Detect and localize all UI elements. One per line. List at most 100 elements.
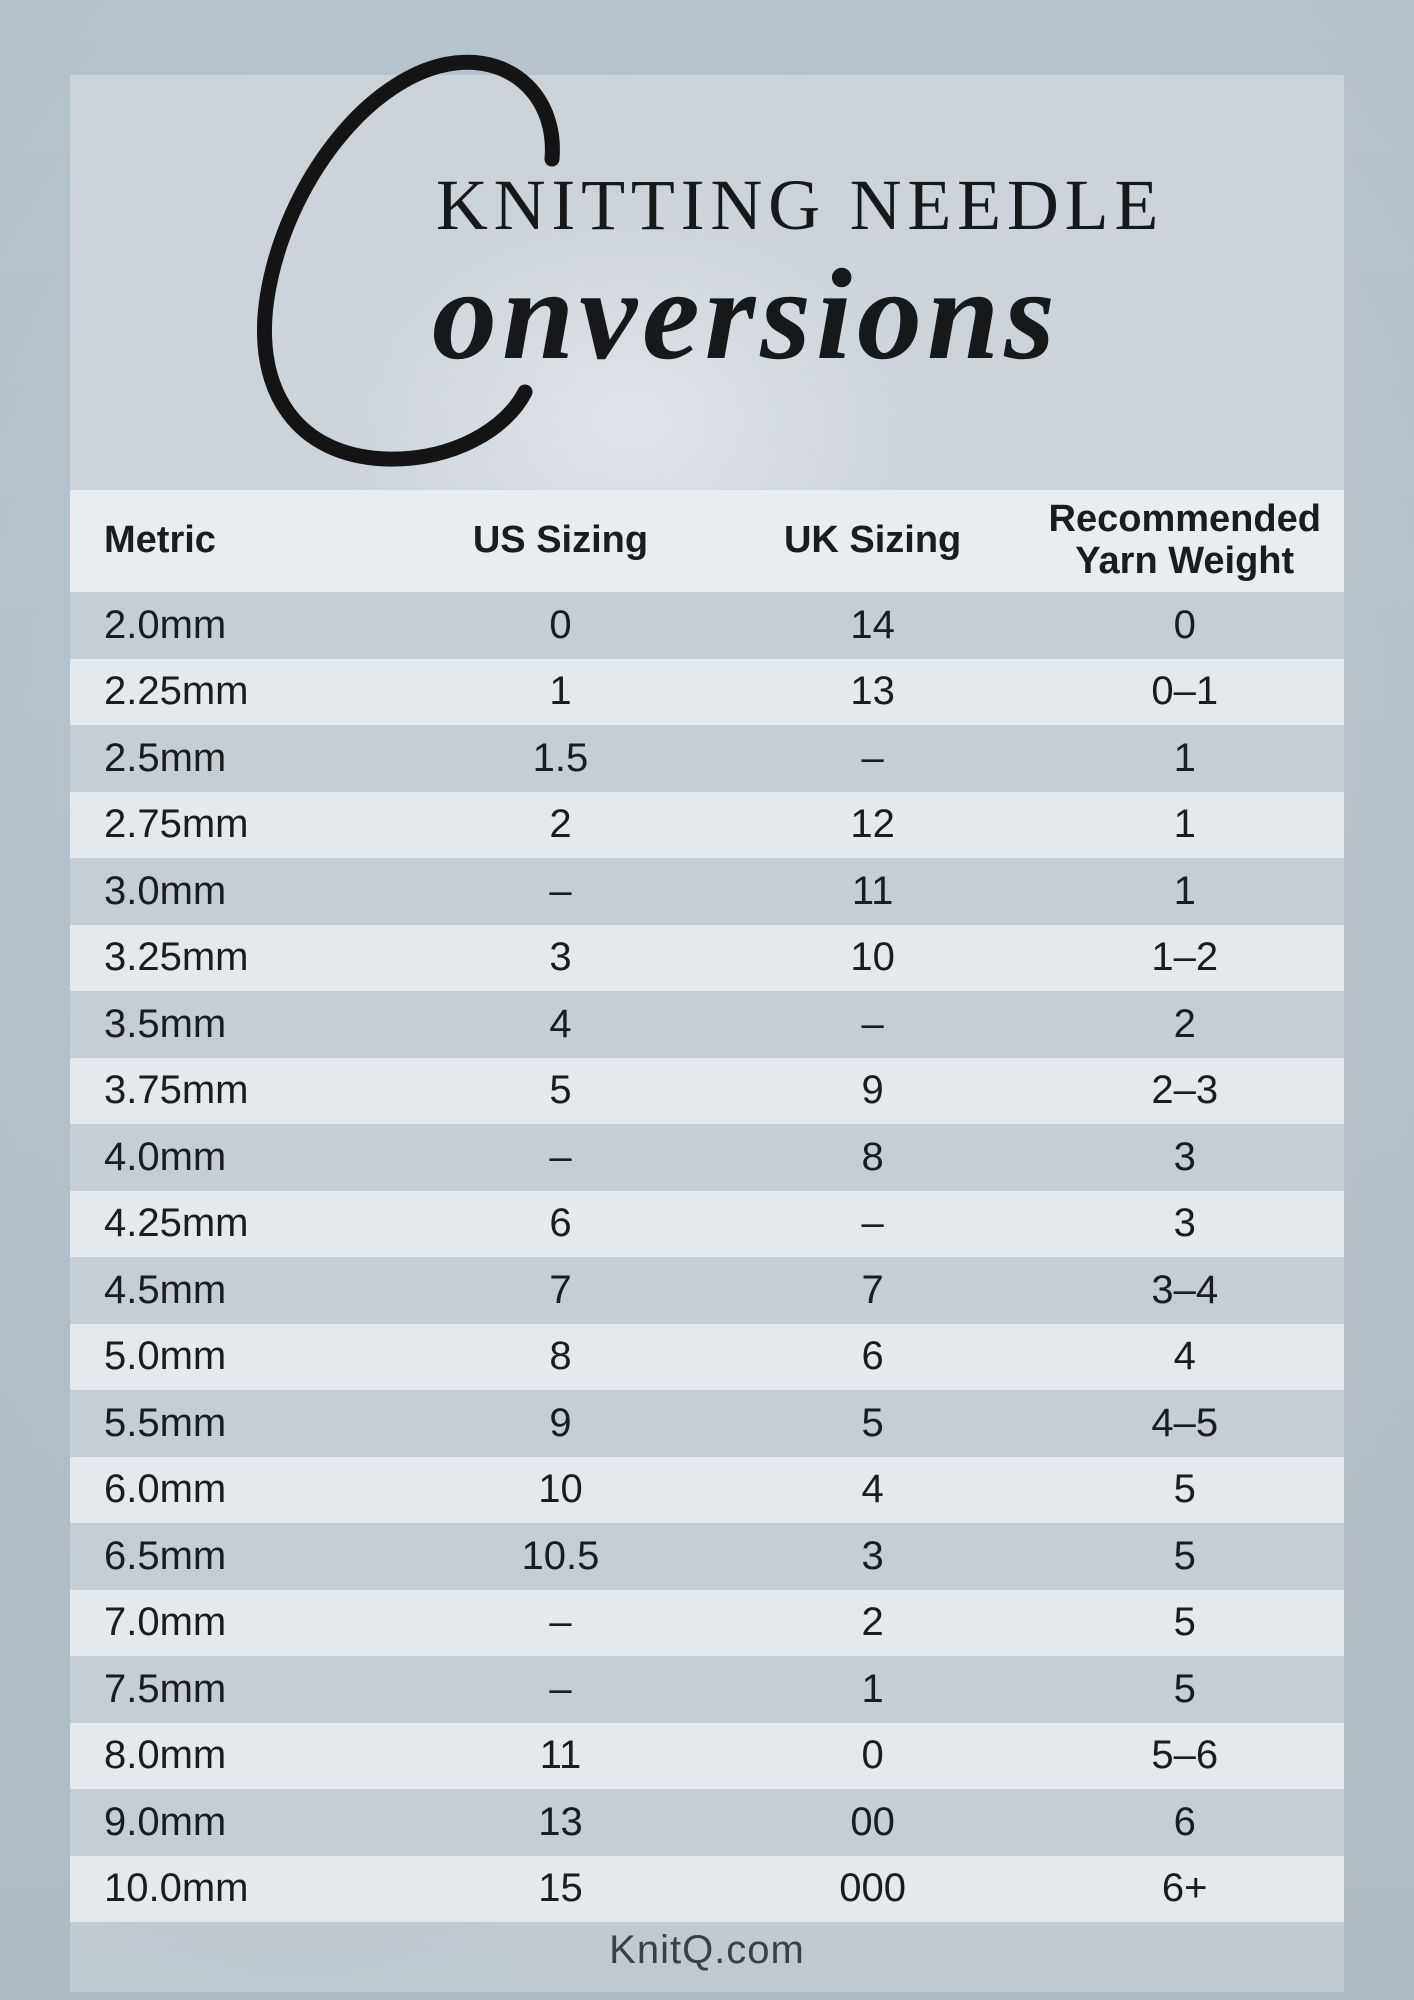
table-row: 6.5mm 10.5 3 5 [70, 1523, 1344, 1590]
table-cell: 0–1 [1151, 669, 1219, 714]
table-cell: 6 [1173, 1799, 1196, 1844]
table-row: 2.5mm 1.5 – 1 [70, 725, 1344, 792]
table-cell: 0 [549, 602, 572, 647]
table-cell: – [549, 1600, 572, 1645]
table-body: 2.0mm 0 14 0 2.25mm 1 13 0–1 2.5mm 1.5–1 2.75mm 2 12… [70, 592, 1344, 1922]
table-cell: – [549, 868, 572, 913]
table-cell: 5 [861, 1400, 884, 1445]
table-row: 5.5mm 9 5 4–5 [70, 1390, 1344, 1457]
table-row: 2.0mm 0 14 0 [70, 592, 1344, 659]
table-row: 3.25mm 3 10 1–2 [70, 924, 1344, 991]
table-cell: 8 [549, 1334, 572, 1379]
table-cell: 13 [850, 669, 895, 714]
table-cell: 2.25mm [104, 669, 249, 714]
table-cell: 1.5 [532, 735, 589, 780]
table-cell: 3 [549, 935, 572, 980]
table-cell: 6.0mm [104, 1467, 227, 1512]
table-cell: 5 [1173, 1533, 1196, 1578]
table-cell: 1 [1173, 802, 1196, 847]
table-cell: 3.0mm [104, 868, 227, 913]
table-cell: 3–4 [1151, 1267, 1219, 1312]
table-cell: 7 [549, 1267, 572, 1312]
table-cell: 10.5 [521, 1533, 600, 1578]
initial-c-glyph [256, 54, 560, 467]
table-row: 4.0mm – 8 3 [70, 1124, 1344, 1191]
table-cell: 5.5mm [104, 1400, 227, 1445]
table-cell: 12 [850, 802, 895, 847]
table-cell: 10 [538, 1467, 583, 1512]
table-cell: 13 [538, 1799, 583, 1844]
table-cell: 8.0mm [104, 1733, 227, 1778]
table-cell: 9 [861, 1068, 884, 1113]
table-cell: 4 [1173, 1334, 1196, 1379]
table-cell: 3 [1173, 1201, 1196, 1246]
table-cell: 1 [549, 669, 572, 714]
table-cell: 15 [538, 1866, 583, 1911]
table-cell: 8 [861, 1134, 884, 1179]
table-cell: 5 [549, 1068, 572, 1113]
table-cell: 11 [539, 1733, 582, 1778]
table-cell: 6+ [1161, 1866, 1208, 1911]
table-cell: 7.0mm [104, 1600, 227, 1645]
table-cell: 3 [861, 1533, 884, 1578]
table-cell: 14 [850, 602, 895, 647]
column-header-metric: Metric [104, 519, 216, 562]
table-cell: 1 [1173, 868, 1196, 913]
column-header-us-sizing: US Sizing [472, 519, 649, 562]
table-cell: 7.5mm [104, 1666, 227, 1711]
table-cell: – [861, 735, 884, 780]
table-row: 4.25mm 6 – 3 [70, 1190, 1344, 1257]
table-cell: 6.5mm [104, 1533, 227, 1578]
footer-site: KnitQ.com [609, 1928, 805, 1972]
table-cell: 9 [549, 1400, 572, 1445]
table-cell: 000 [839, 1866, 906, 1911]
table-cell: 4.5mm [104, 1267, 227, 1312]
table-cell: 9.0mm [104, 1799, 227, 1844]
table-cell: 0 [1173, 602, 1196, 647]
table-row: 3.5mm 4 – 2 [70, 991, 1344, 1058]
table-cell: 5 [1173, 1600, 1196, 1645]
table-row: 7.0mm – 2 5 [70, 1589, 1344, 1656]
table-cell: 4 [861, 1467, 884, 1512]
table-row: 9.0mm 13 00 6 [70, 1789, 1344, 1856]
title-script-initial: C [205, 42, 600, 480]
table-cell: – [861, 1201, 884, 1246]
table-cell: 10.0mm [104, 1866, 249, 1911]
table-cell: 10 [850, 935, 895, 980]
table-cell: 4.0mm [104, 1134, 227, 1179]
column-header-yarn-weight: Recommended Yarn Weight [1048, 498, 1321, 582]
table-row: 10.0mm 15 000 6+ [70, 1855, 1344, 1922]
table-cell: – [861, 1001, 884, 1046]
table-cell: 2 [549, 802, 572, 847]
table-row: 7.5mm – 1 5 [70, 1656, 1344, 1723]
table-cell: 2.0mm [104, 602, 227, 647]
table-cell: 3.75mm [104, 1068, 249, 1113]
table-cell: 2–3 [1151, 1068, 1219, 1113]
table-cell: 2.5mm [104, 735, 227, 780]
table-cell: 3.5mm [104, 1001, 227, 1046]
table-cell: 4–5 [1151, 1400, 1219, 1445]
table-row: 6.0mm 10 4 5 [70, 1456, 1344, 1523]
table-row: 4.5mm 7 7 3–4 [70, 1257, 1344, 1324]
table-cell: 1–2 [1151, 935, 1219, 980]
table-cell: 4 [549, 1001, 572, 1046]
table-cell: 2.75mm [104, 802, 249, 847]
column-header-uk-sizing: UK Sizing [783, 519, 962, 562]
table-cell: 7 [861, 1267, 884, 1312]
table-row: 3.75mm 5 9 2–3 [70, 1057, 1344, 1124]
table-cell: 6 [861, 1334, 884, 1379]
table-cell: 2 [1173, 1001, 1196, 1046]
table-row: 5.0mm 8 6 4 [70, 1323, 1344, 1390]
table-cell: 00 [850, 1799, 895, 1844]
table-cell: 2 [861, 1600, 884, 1645]
page-title-line2: onversions [432, 243, 1060, 387]
table-cell: 5–6 [1151, 1733, 1219, 1778]
table-cell: 3 [1173, 1134, 1196, 1179]
table-cell: – [549, 1134, 572, 1179]
table-cell: 1 [861, 1666, 884, 1711]
table-row: 2.75mm 2 12 1 [70, 791, 1344, 858]
table-cell: 11 [851, 868, 894, 913]
page-title-line1: KNITTING NEEDLE [435, 165, 1165, 245]
conversion-table: Metric US Sizing UK Sizing Recommended Y… [70, 490, 1344, 1922]
table-cell: – [549, 1666, 572, 1711]
